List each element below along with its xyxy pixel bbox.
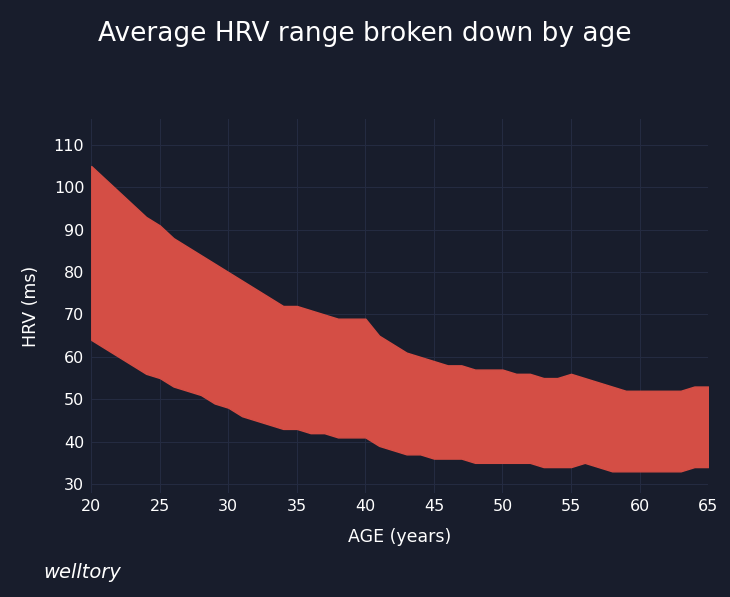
Text: welltory: welltory	[44, 563, 122, 582]
Y-axis label: HRV (ms): HRV (ms)	[22, 265, 40, 347]
X-axis label: AGE (years): AGE (years)	[348, 528, 451, 546]
Text: Average HRV range broken down by age: Average HRV range broken down by age	[99, 21, 631, 47]
